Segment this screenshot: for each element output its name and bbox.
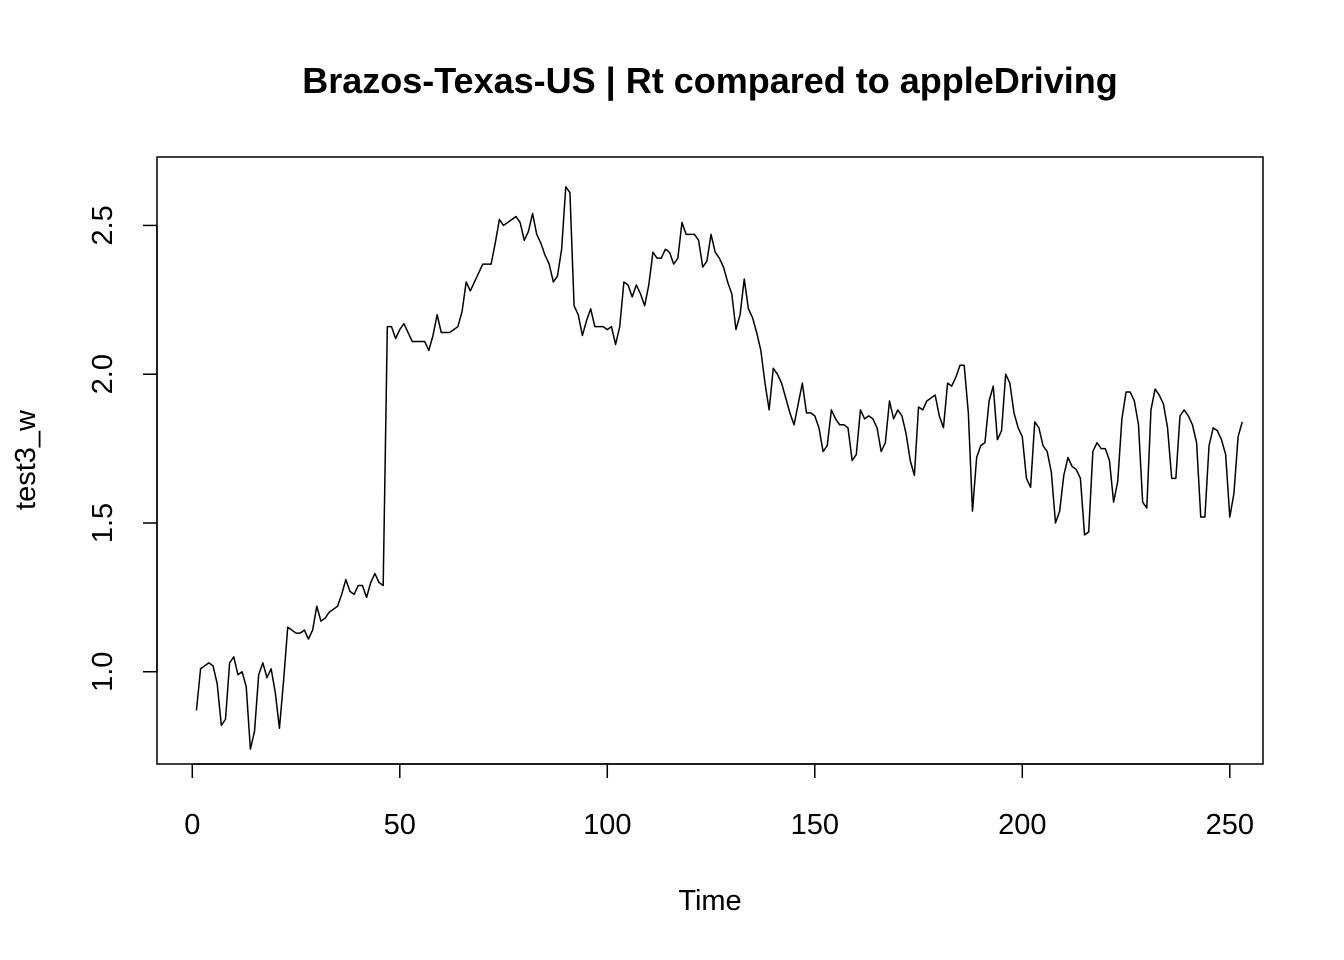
y-tick-label: 1.0 [87,652,119,692]
y-tick-label: 1.5 [87,503,119,543]
x-axis: 0 50 100 150 200 250 [184,763,1254,841]
x-tick-label: 250 [1206,809,1254,841]
x-tick-label: 0 [184,809,200,841]
x-tick-label: 50 [384,809,416,841]
y-axis-label: test3_w [10,409,42,510]
series-line [195,186,1243,750]
x-tick-label: 150 [791,809,839,841]
x-axis-label: Time [678,885,741,917]
x-tick-label: 100 [583,809,631,841]
x-tick-label: 200 [998,809,1046,841]
y-axis: 1.0 1.5 2.0 2.5 [87,205,158,692]
y-tick-label: 2.5 [87,205,119,245]
series-group [195,186,1243,750]
chart-title: Brazos-Texas-US | Rt compared to appleDr… [302,60,1118,102]
y-tick-label: 2.0 [87,354,119,394]
